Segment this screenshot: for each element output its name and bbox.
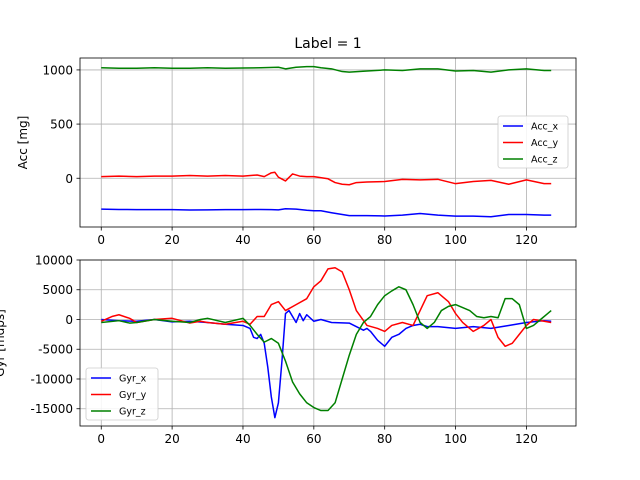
y-tick-label: 0 bbox=[65, 172, 73, 186]
x-tick-label: 60 bbox=[306, 233, 321, 247]
series-line-gyr-x bbox=[101, 309, 552, 419]
x-tick-label: 20 bbox=[164, 233, 179, 247]
y-tick-label: -5000 bbox=[38, 343, 73, 357]
legend-label: Acc_y bbox=[531, 138, 559, 149]
legend-label: Gyr_y bbox=[119, 390, 147, 401]
x-tick-label: 0 bbox=[97, 233, 105, 247]
chart-title: Label = 1 bbox=[294, 36, 361, 52]
y-tick-label: -15000 bbox=[30, 402, 73, 416]
x-tick-label: 40 bbox=[235, 432, 250, 446]
x-tick-label: 0 bbox=[97, 432, 105, 446]
series-line-acc-y bbox=[101, 171, 552, 186]
legend-label: Acc_z bbox=[531, 155, 558, 166]
x-tick-label: 80 bbox=[377, 233, 392, 247]
y-tick-label: 0 bbox=[65, 313, 73, 327]
y-axis-label: Gyr [mdps] bbox=[0, 309, 7, 377]
legend: Gyr_x Gyr_y Gyr_z bbox=[85, 367, 159, 421]
x-tick-label: 120 bbox=[515, 432, 538, 446]
series-line-gyr-z bbox=[101, 286, 552, 412]
legend-label: Gyr_z bbox=[119, 407, 146, 418]
gyr-panel: 0 20 40 60 80 100 120 -15000 -10000 -5000 0 5000 100… bbox=[0, 254, 577, 446]
legend-label: Gyr_x bbox=[119, 374, 147, 385]
y-axis-label: Acc [mg] bbox=[16, 116, 30, 170]
legend-box bbox=[85, 367, 159, 421]
x-tick-label: 20 bbox=[164, 432, 179, 446]
series-line-acc-x bbox=[101, 208, 552, 218]
legend-box bbox=[497, 115, 569, 169]
series-line-gyr-y bbox=[100, 266, 552, 348]
axes-frame bbox=[79, 57, 577, 228]
y-tick-label: 500 bbox=[50, 118, 73, 132]
x-tick-label: 60 bbox=[306, 432, 321, 446]
x-tick-label: 40 bbox=[235, 233, 250, 247]
x-tick-label: 80 bbox=[377, 432, 392, 446]
x-tick-label: 120 bbox=[515, 233, 538, 247]
legend-label: Acc_x bbox=[531, 122, 559, 133]
x-tick-label: 100 bbox=[444, 233, 467, 247]
y-tick-label: 1000 bbox=[42, 63, 73, 77]
y-tick-label: 5000 bbox=[42, 283, 73, 297]
axes-frame bbox=[79, 259, 577, 427]
y-tick-label: -10000 bbox=[30, 372, 73, 386]
series-line-acc-z bbox=[101, 65, 552, 73]
y-tick-label: 10000 bbox=[35, 254, 73, 268]
legend: Acc_x Acc_y Acc_z bbox=[497, 115, 569, 169]
x-tick-label: 100 bbox=[444, 432, 467, 446]
